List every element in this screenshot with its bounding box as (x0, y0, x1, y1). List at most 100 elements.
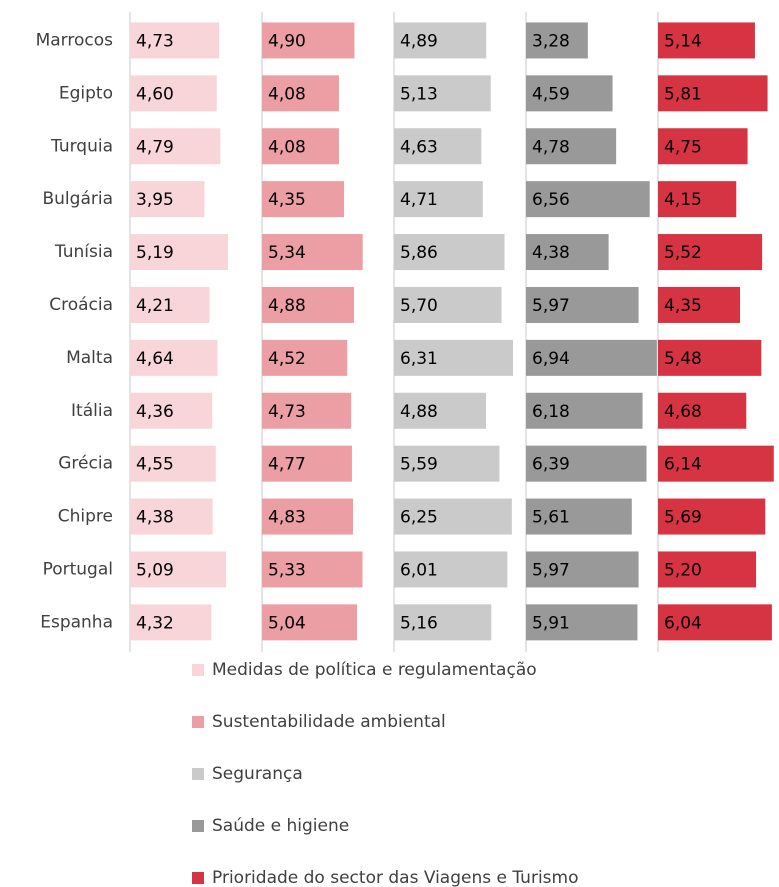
bar (658, 234, 763, 271)
category-label: Grécia (58, 454, 113, 474)
value-label: 4,63 (400, 137, 438, 157)
category-label: Marrocos (36, 30, 114, 50)
bar (262, 75, 339, 112)
bar (130, 498, 213, 535)
bar (658, 75, 768, 112)
value-label: 4,88 (400, 402, 438, 422)
bar (394, 181, 483, 218)
bar (130, 128, 221, 165)
bar (130, 22, 220, 59)
bar (394, 445, 500, 482)
bar (262, 128, 339, 165)
value-label: 5,14 (664, 31, 702, 51)
bar (658, 339, 762, 376)
bar (262, 604, 358, 641)
bar (130, 551, 226, 588)
bar (130, 392, 213, 429)
value-label: 6,39 (532, 455, 570, 475)
bar (394, 22, 487, 59)
bar (262, 339, 348, 376)
legend-swatch (192, 768, 204, 780)
bar (394, 339, 513, 376)
value-label: 6,25 (400, 508, 438, 528)
value-label: 4,60 (136, 84, 174, 104)
category-label: Espanha (40, 612, 113, 632)
legend-swatch (192, 872, 204, 884)
value-label: 4,59 (532, 84, 570, 104)
bar (394, 234, 505, 271)
bar (658, 604, 772, 641)
value-label: 6,01 (400, 560, 438, 580)
bar (526, 339, 657, 376)
bar (262, 498, 354, 535)
bar (526, 22, 588, 59)
legend-label: Medidas de política e regulamentação (212, 660, 537, 680)
value-label: 5,13 (400, 84, 438, 104)
value-label: 4,38 (136, 508, 174, 528)
category-label: Malta (66, 348, 113, 368)
value-label: 5,97 (532, 560, 570, 580)
category-label: Itália (71, 401, 113, 421)
value-label: 4,71 (400, 190, 438, 210)
value-label: 4,15 (664, 190, 702, 210)
value-label: 4,35 (268, 190, 306, 210)
category-label: Egipto (59, 83, 113, 103)
bar (526, 234, 609, 271)
value-label: 4,21 (136, 296, 174, 316)
bar (394, 392, 487, 429)
bar (658, 181, 737, 218)
value-label: 5,19 (136, 243, 174, 263)
bar (130, 445, 216, 482)
value-label: 4,73 (268, 402, 306, 422)
value-label: 5,20 (664, 560, 702, 580)
value-label: 4,32 (136, 613, 174, 633)
value-label: 4,08 (268, 137, 306, 157)
value-label: 5,16 (400, 613, 438, 633)
bar (262, 445, 352, 482)
bar (526, 286, 639, 323)
value-label: 4,52 (268, 349, 306, 369)
bar (130, 604, 212, 641)
value-label: 5,91 (532, 613, 570, 633)
value-label: 4,35 (664, 296, 702, 316)
bar (262, 392, 352, 429)
value-label: 4,83 (268, 508, 306, 528)
bar (394, 75, 491, 112)
value-label: 5,04 (268, 613, 306, 633)
value-label: 4,55 (136, 455, 174, 475)
legend-label: Segurança (212, 764, 303, 784)
bar (394, 286, 502, 323)
bar (658, 22, 755, 59)
bar (262, 286, 355, 323)
legend-label: Sustentabilidade ambiental (212, 712, 446, 732)
bar (262, 181, 345, 218)
value-label: 6,04 (664, 613, 702, 633)
value-label: 4,36 (136, 402, 174, 422)
value-label: 4,38 (532, 243, 570, 263)
value-label: 4,90 (268, 31, 306, 51)
bar (526, 181, 650, 218)
value-label: 5,09 (136, 560, 174, 580)
legend-swatch (192, 716, 204, 728)
bar (658, 498, 766, 535)
value-label: 6,18 (532, 402, 570, 422)
bar (526, 445, 647, 482)
value-label: 5,81 (664, 84, 702, 104)
bar (658, 286, 741, 323)
value-label: 5,34 (268, 243, 306, 263)
bar (394, 551, 508, 588)
value-label: 6,31 (400, 349, 438, 369)
category-label: Turquia (50, 136, 113, 156)
bar (130, 286, 210, 323)
bar (394, 604, 492, 641)
category-label: Portugal (43, 559, 113, 579)
value-label: 4,88 (268, 296, 306, 316)
bar (658, 445, 774, 482)
value-label: 5,97 (532, 296, 570, 316)
value-label: 4,77 (268, 455, 306, 475)
bar (526, 551, 639, 588)
value-label: 5,69 (664, 508, 702, 528)
value-label: 5,48 (664, 349, 702, 369)
bar (130, 234, 228, 271)
bar (394, 128, 482, 165)
